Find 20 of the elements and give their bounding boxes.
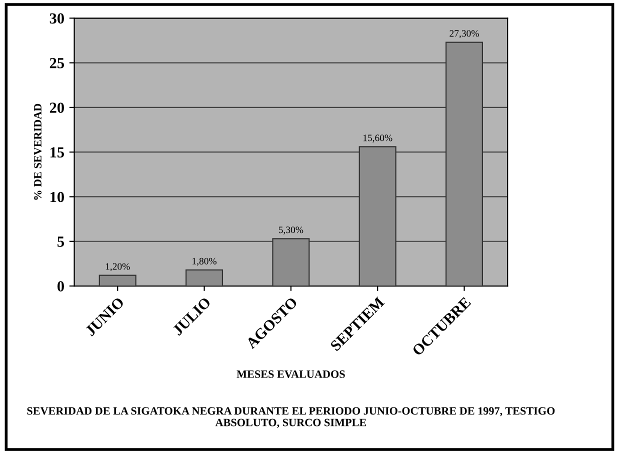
data-label: 1,20% (106, 263, 130, 272)
bar (445, 42, 484, 286)
y-tick-label: 15 (50, 147, 64, 158)
data-label: 15,60% (363, 134, 392, 143)
data-label: 27,30% (450, 30, 479, 38)
bar (358, 146, 396, 286)
bar (98, 274, 136, 286)
text: SEVERIDAD DE LA SIGATOKA NEGRA DURANTE EL PERIODO JUNIO-OCTUBRE DE 1997, TESTIGO ABSOLUTO, SURCO SIMPLE (27, 407, 555, 428)
y-tick-label: 20 (50, 102, 64, 113)
bar (186, 269, 224, 286)
data-label: 5,30% (278, 226, 304, 235)
y-tick-label: 30 (50, 13, 64, 24)
y-tick-label: 0 (58, 281, 64, 292)
y-tick-label: 5 (58, 236, 64, 247)
y-tick-label: 10 (50, 192, 64, 202)
y-tick-label: 25 (50, 58, 64, 68)
bar (272, 238, 310, 286)
x-axis-title: MESES EVALUADOS (236, 370, 345, 378)
y-axis-title: % DE SEVERIDAD (34, 104, 42, 200)
data-label: 1,80% (192, 258, 216, 266)
